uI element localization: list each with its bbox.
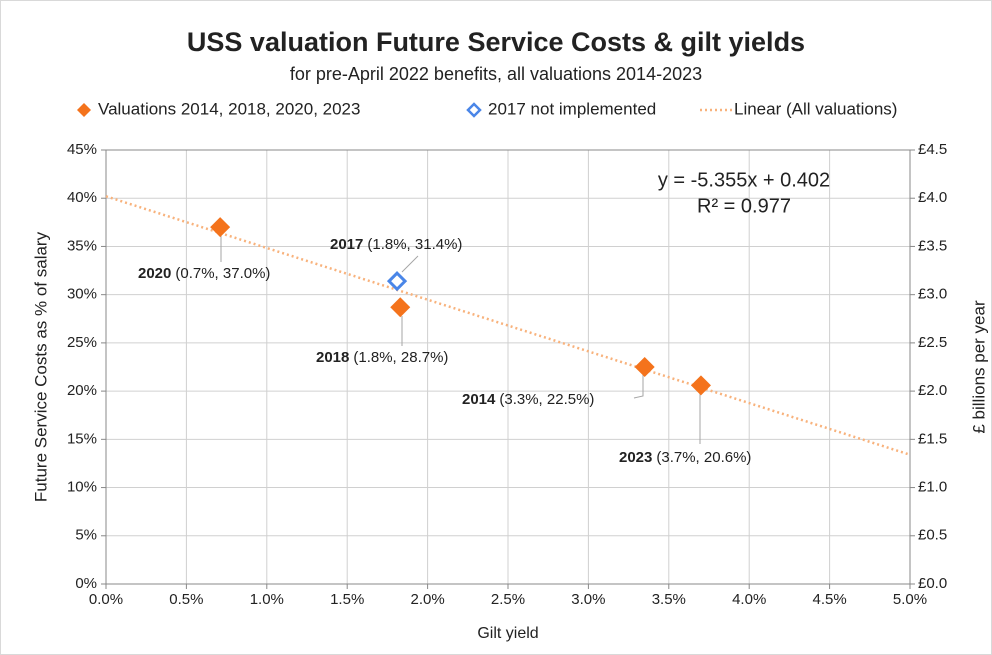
y2-tick-label: £1.5 [918, 430, 947, 447]
y-tick-label: 45% [67, 141, 97, 158]
x-tick-label: 2.5% [491, 591, 525, 608]
y-tick-label: 20% [67, 382, 97, 399]
trendline [105, 195, 911, 456]
y-tick-label: 25% [67, 334, 97, 351]
legend-label: Valuations 2014, 2018, 2020, 2023 [98, 99, 360, 118]
trendline-equation: y = -5.355x + 0.402 [658, 169, 830, 191]
y2-tick-label: £1.0 [918, 479, 947, 496]
y-tick-label: 35% [67, 237, 97, 254]
data-label-year: 2014 [462, 391, 496, 408]
y2-tick-label: £3.0 [918, 286, 947, 303]
data-label-text: (3.3%, 22.5%) [499, 391, 594, 408]
data-label-text: (0.7%, 37.0%) [175, 265, 270, 282]
point [390, 297, 411, 318]
data-label: 2014 (3.3%, 22.5%) [462, 391, 594, 408]
leader-line [633, 374, 644, 399]
data-label-text: (1.8%, 31.4%) [367, 236, 462, 253]
data-label-text: (1.8%, 28.7%) [353, 349, 448, 366]
legend-label: Linear (All valuations) [734, 99, 897, 118]
y2-tick-label: £2.5 [918, 334, 947, 351]
data-label-year: 2023 [619, 449, 652, 466]
x-tick-label: 4.0% [732, 591, 766, 608]
x-tick-label: 1.5% [330, 591, 364, 608]
legend-symbol [77, 103, 91, 117]
y-tick-label: 15% [67, 430, 97, 447]
x-tick-label: 4.5% [812, 591, 846, 608]
x-tick-label: 0.5% [169, 591, 203, 608]
x-tick-label: 3.5% [652, 591, 686, 608]
point [210, 217, 231, 238]
chart-title: USS valuation Future Service Costs & gil… [187, 27, 805, 57]
x-axis-label: Gilt yield [477, 625, 538, 642]
y2-tick-label: £0.0 [918, 575, 947, 592]
point [634, 357, 655, 377]
y2-axis-label: £ billions per year [969, 300, 988, 434]
y-tick-label: 10% [67, 479, 97, 496]
legend-symbol [466, 102, 482, 118]
y2-tick-label: £4.0 [918, 189, 947, 206]
data-label: 2018 (1.8%, 28.7%) [316, 349, 448, 366]
point [690, 375, 711, 396]
y2-tick-label: £2.0 [918, 382, 947, 399]
x-tick-label: 0.0% [89, 591, 123, 608]
y2-tick-label: £0.5 [918, 527, 947, 544]
y2-tick-label: £4.5 [918, 141, 947, 158]
legend-label: 2017 not implemented [488, 99, 656, 118]
data-label: 2020 (0.7%, 37.0%) [138, 265, 270, 282]
y2-tick-label: £3.5 [918, 237, 947, 254]
plot-frame [105, 149, 911, 585]
x-tick-label: 3.0% [571, 591, 605, 608]
leader-line [401, 255, 419, 273]
x-tick-label: 2.0% [410, 591, 444, 608]
y-tick-label: 0% [75, 575, 97, 592]
data-label-year: 2018 [316, 349, 349, 366]
point [386, 271, 408, 292]
x-tick-label: 1.0% [250, 591, 284, 608]
y-tick-label: 40% [67, 189, 97, 206]
legend: Valuations 2014, 2018, 2020, 2023 2017 no… [77, 99, 897, 118]
data-label-year: 2017 [330, 236, 363, 253]
data-label: 2017 (1.8%, 31.4%) [330, 236, 462, 253]
y-tick-label: 5% [75, 527, 97, 544]
data-label-year: 2020 [138, 265, 171, 282]
data-label: 2023 (3.7%, 20.6%) [619, 449, 751, 466]
data-label-text: (3.7%, 20.6%) [656, 449, 751, 466]
y-axis-label: Future Service Costs as % of salary [31, 231, 50, 502]
chart-subtitle: for pre-April 2022 benefits, all valuati… [290, 64, 702, 84]
y-tick-label: 30% [67, 286, 97, 303]
trendline-equation: R² = 0.977 [697, 195, 791, 217]
x-tick-label: 5.0% [893, 591, 927, 608]
